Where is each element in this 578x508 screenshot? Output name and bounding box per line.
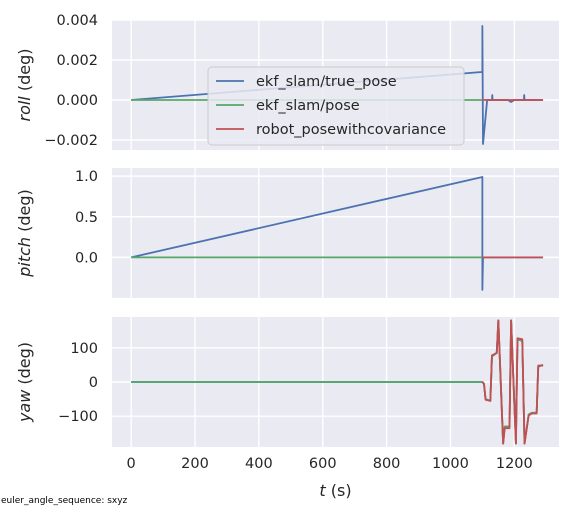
y-axis-label-variable: roll (15, 96, 34, 122)
y-tick-label: 0.002 (56, 53, 98, 69)
y-tick-label: 0.004 (56, 13, 98, 29)
y-tick-label: 1.0 (75, 169, 98, 185)
legend-label-true_pose: ekf_slam/true_pose (256, 74, 397, 90)
panel-pitch: 0.0 0.5 1.0 pitch (deg) (15, 168, 559, 298)
y-tick-label: 0.5 (75, 210, 98, 226)
panel-yaw: −100 0 100 yaw (deg) 0 200 400 600 800 1000 1200 t … (15, 317, 559, 500)
x-tick-label: 200 (181, 456, 209, 472)
y-axis-label-variable: pitch (15, 237, 34, 278)
legend: ekf_slam/true_pose ekf_slam/pose robot_pos… (207, 66, 465, 146)
x-tick-label: 1200 (496, 456, 533, 472)
x-tick-label: 600 (309, 456, 337, 472)
series-line-robot (481, 319, 544, 445)
footnote: euler_angle_sequence: sxyz (1, 496, 128, 506)
x-axis-label-variable: t (319, 481, 326, 500)
y-axis-label-unit: (deg) (15, 189, 34, 237)
y-axis-label: roll (deg) (15, 49, 34, 122)
x-tick-label: 0 (127, 456, 136, 472)
x-axis-label-unit: (s) (326, 481, 352, 500)
y-axis-label: pitch (deg) (15, 189, 34, 278)
panel-roll: −0.002 0.000 0.002 0.004 roll (deg) ekf_slam/… (15, 13, 559, 150)
legend-label-pose: ekf_slam/pose (256, 98, 360, 114)
x-tick-label: 800 (373, 456, 401, 472)
y-tick-label: −0.002 (44, 133, 98, 149)
legend-box (207, 66, 465, 146)
y-axis-label-unit: (deg) (15, 49, 34, 97)
y-axis-label-variable: yaw (15, 389, 34, 423)
y-tick-label: −100 (58, 409, 98, 425)
y-tick-label: 100 (70, 341, 98, 357)
y-tick-label: 0 (89, 375, 98, 391)
y-tick-label: 0.0 (75, 250, 98, 266)
plot-area (112, 168, 559, 298)
y-axis-label: yaw (deg) (15, 342, 34, 423)
x-axis-label: t (s) (319, 481, 351, 500)
x-tick-label: 400 (245, 456, 273, 472)
x-tick-label: 1000 (432, 456, 469, 472)
y-axis-label-unit: (deg) (15, 342, 34, 390)
y-tick-label: 0.000 (56, 93, 98, 109)
legend-label-robot: robot_posewithcovariance (256, 122, 446, 138)
